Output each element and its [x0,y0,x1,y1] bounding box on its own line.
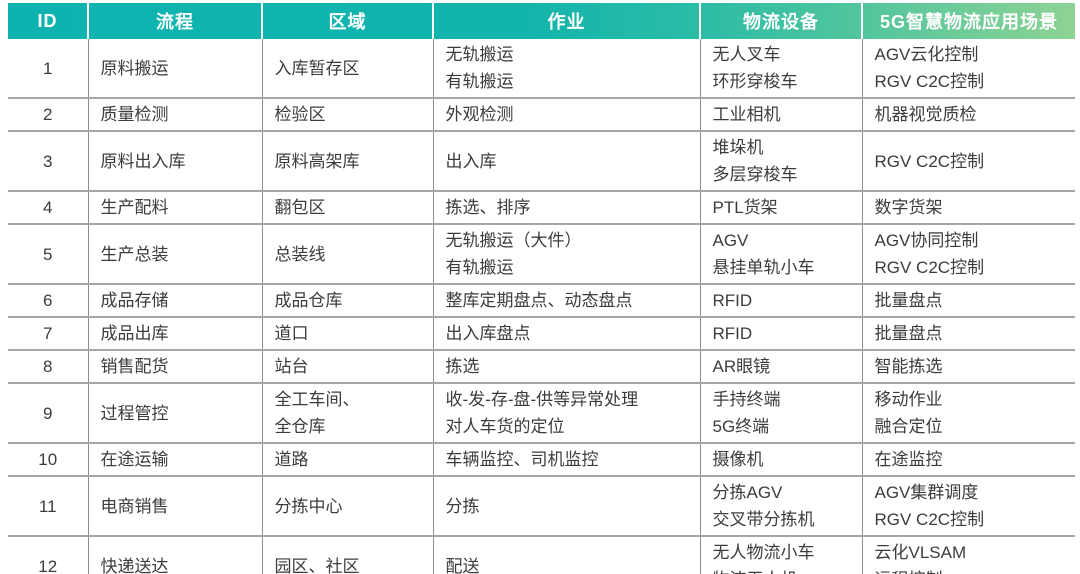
cell-equipment: 工业相机 [700,98,863,132]
cell-area: 园区、社区 [262,536,434,574]
cell-process: 生产总装 [88,224,263,285]
cell-area: 入库暂存区 [262,39,434,99]
cell-area: 全工车间、 全仓库 [262,383,434,444]
table-row: 12 快递送达 园区、社区 配送 无人物流小车 物流无人机 云化VLSAM 远程… [8,536,1075,574]
cell-area: 检验区 [262,98,434,132]
cell-id: 10 [8,443,89,477]
cell-scenario: 智能拣选 [862,350,1075,384]
cell-area: 翻包区 [262,191,434,225]
cell-operation: 拣选 [433,350,701,384]
cell-operation: 拣选、排序 [433,191,701,225]
cell-area: 道路 [262,443,434,477]
cell-scenario: 数字货架 [862,191,1075,225]
cell-id: 3 [8,131,89,192]
cell-process: 成品出库 [88,317,263,351]
cell-id: 2 [8,98,89,132]
cell-operation: 出入库 [433,131,701,192]
cell-scenario: 移动作业 融合定位 [862,383,1075,444]
cell-equipment: 无人叉车 环形穿梭车 [700,39,863,99]
cell-operation: 车辆监控、司机监控 [433,443,701,477]
cell-process: 生产配料 [88,191,263,225]
table-row: 2 质量检测 检验区 外观检测 工业相机 机器视觉质检 [8,98,1075,132]
col-header-operation: 作业 [433,3,701,39]
cell-process: 成品存储 [88,284,263,318]
cell-operation: 无轨搬运 有轨搬运 [433,39,701,99]
col-header-area: 区域 [262,3,434,39]
cell-operation: 出入库盘点 [433,317,701,351]
cell-scenario: 机器视觉质检 [862,98,1075,132]
cell-process: 原料搬运 [88,39,263,99]
table-row: 9 过程管控 全工车间、 全仓库 收-发-存-盘-供等异常处理 对人车货的定位 … [8,383,1075,444]
table-row: 4 生产配料 翻包区 拣选、排序 PTL货架 数字货架 [8,191,1075,225]
cell-id: 12 [8,536,89,574]
header-row: ID 流程 区域 作业 物流设备 5G智慧物流应用场景 [8,3,1075,39]
cell-area: 总装线 [262,224,434,285]
table-row: 3 原料出入库 原料高架库 出入库 堆垛机 多层穿梭车 RGV C2C控制 [8,131,1075,192]
cell-equipment: AR眼镜 [700,350,863,384]
cell-process: 在途运输 [88,443,263,477]
cell-area: 道口 [262,317,434,351]
cell-equipment: 无人物流小车 物流无人机 [700,536,863,574]
cell-scenario: 批量盘点 [862,317,1075,351]
cell-id: 1 [8,39,89,99]
cell-operation: 无轨搬运（大件） 有轨搬运 [433,224,701,285]
cell-id: 4 [8,191,89,225]
cell-id: 11 [8,476,89,537]
table-row: 6 成品存储 成品仓库 整库定期盘点、动态盘点 RFID 批量盘点 [8,284,1075,318]
cell-operation: 外观检测 [433,98,701,132]
table-row: 10 在途运输 道路 车辆监控、司机监控 摄像机 在途监控 [8,443,1075,477]
cell-id: 5 [8,224,89,285]
table-row: 8 销售配货 站台 拣选 AR眼镜 智能拣选 [8,350,1075,384]
cell-area: 分拣中心 [262,476,434,537]
cell-id: 7 [8,317,89,351]
cell-process: 原料出入库 [88,131,263,192]
col-header-equipment: 物流设备 [700,3,863,39]
table-row: 5 生产总装 总装线 无轨搬运（大件） 有轨搬运 AGV 悬挂单轨小车 AGV协… [8,224,1075,285]
cell-scenario: AGV云化控制 RGV C2C控制 [862,39,1075,99]
cell-equipment: 摄像机 [700,443,863,477]
cell-scenario: 在途监控 [862,443,1075,477]
table-body: 1 原料搬运 入库暂存区 无轨搬运 有轨搬运 无人叉车 环形穿梭车 AGV云化控… [8,39,1075,574]
cell-operation: 配送 [433,536,701,574]
cell-equipment: 手持终端 5G终端 [700,383,863,444]
table-row: 7 成品出库 道口 出入库盘点 RFID 批量盘点 [8,317,1075,351]
cell-equipment: RFID [700,317,863,351]
table-row: 1 原料搬运 入库暂存区 无轨搬运 有轨搬运 无人叉车 环形穿梭车 AGV云化控… [8,39,1075,99]
cell-equipment: 堆垛机 多层穿梭车 [700,131,863,192]
cell-area: 成品仓库 [262,284,434,318]
cell-scenario: AGV协同控制 RGV C2C控制 [862,224,1075,285]
cell-area: 原料高架库 [262,131,434,192]
table-row: 11 电商销售 分拣中心 分拣 分拣AGV 交叉带分拣机 AGV集群调度 RGV… [8,476,1075,537]
cell-operation: 分拣 [433,476,701,537]
cell-scenario: RGV C2C控制 [862,131,1075,192]
cell-scenario: 批量盘点 [862,284,1075,318]
cell-process: 过程管控 [88,383,263,444]
cell-operation: 整库定期盘点、动态盘点 [433,284,701,318]
cell-operation: 收-发-存-盘-供等异常处理 对人车货的定位 [433,383,701,444]
cell-scenario: 云化VLSAM 远程控制 [862,536,1075,574]
cell-process: 销售配货 [88,350,263,384]
col-header-id: ID [8,3,89,39]
cell-area: 站台 [262,350,434,384]
cell-id: 9 [8,383,89,444]
cell-id: 6 [8,284,89,318]
cell-process: 快递送达 [88,536,263,574]
cell-process: 电商销售 [88,476,263,537]
cell-scenario: AGV集群调度 RGV C2C控制 [862,476,1075,537]
col-header-scenario: 5G智慧物流应用场景 [879,12,1058,32]
cell-process: 质量检测 [88,98,263,132]
col-header-process: 流程 [88,3,263,39]
cell-equipment: 分拣AGV 交叉带分拣机 [700,476,863,537]
cell-id: 8 [8,350,89,384]
logistics-table: ID 流程 区域 作业 物流设备 5G智慧物流应用场景 1 原料搬运 入库暂存区… [8,3,1075,574]
cell-equipment: RFID [700,284,863,318]
cell-equipment: PTL货架 [700,191,863,225]
logistics-table-wrap: ID 流程 区域 作业 物流设备 5G智慧物流应用场景 1 原料搬运 入库暂存区… [8,3,1075,574]
cell-equipment: AGV 悬挂单轨小车 [700,224,863,285]
